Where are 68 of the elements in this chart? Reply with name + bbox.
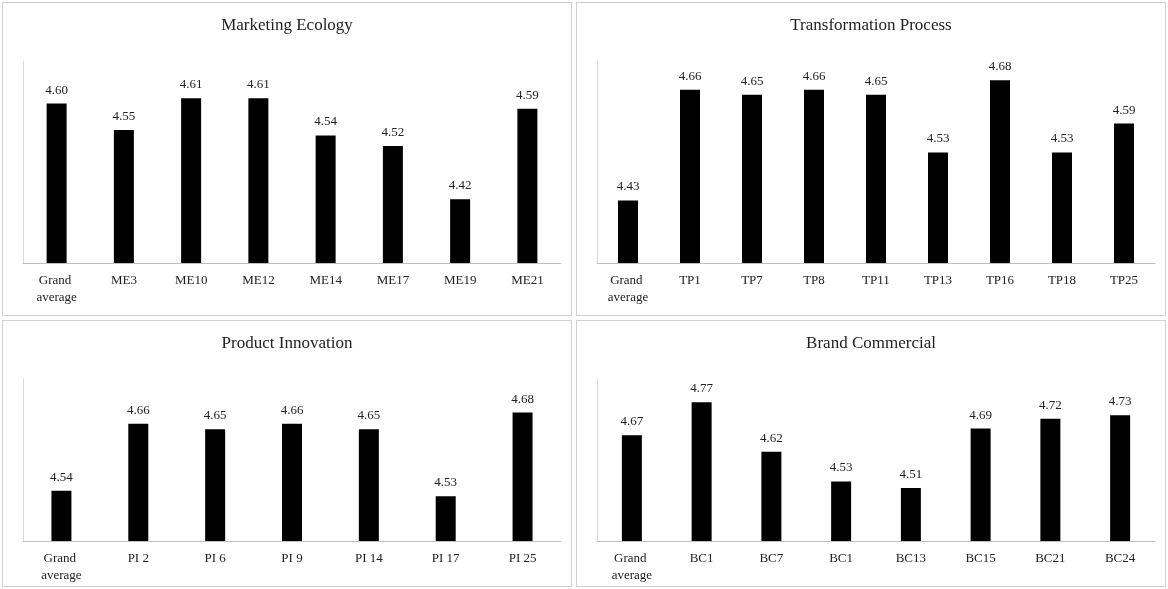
x-tick-label: ME14	[309, 272, 343, 287]
x-tick-label: BC1	[689, 550, 714, 565]
data-label: 4.68	[988, 58, 1012, 74]
data-label: 4.73	[1108, 393, 1132, 409]
data-label: 4.53	[829, 459, 853, 475]
x-tick-label: Grand average	[41, 550, 82, 582]
data-label: 4.66	[802, 67, 826, 83]
data-label: 4.53	[434, 474, 458, 490]
data-label: 4.68	[511, 390, 534, 406]
data-label: 4.66	[280, 401, 304, 417]
x-tick-label: BC7	[759, 550, 784, 565]
x-tick-label: BC15	[965, 550, 996, 565]
data-label: 4.51	[899, 466, 923, 482]
data-label: 4.62	[760, 429, 783, 445]
x-tick-label: BC24	[1104, 550, 1136, 565]
x-tick-label: TP18	[1047, 272, 1077, 287]
x-tick-label: PI 9	[281, 550, 303, 565]
x-tick-label: Grand average	[611, 550, 653, 582]
data-label: 4.66	[126, 401, 151, 417]
x-tick-label: PI 14	[354, 550, 384, 565]
chart-title: Transformation Process	[790, 15, 952, 34]
chart-title: Brand Commercial	[806, 333, 937, 352]
x-tick-label: TP25	[1109, 272, 1139, 287]
data-label: 4.59	[1112, 101, 1136, 117]
data-label: 4.61	[247, 76, 270, 92]
x-tick-label: TP8	[803, 272, 825, 287]
x-tick-label: Grand average	[36, 272, 78, 304]
x-tick-label: PI 25	[508, 550, 537, 565]
x-tick-label: Grand average	[607, 272, 649, 304]
data-label: 4.52	[381, 124, 405, 140]
x-tick-label: BC1	[829, 550, 854, 565]
x-tick-label: TP16	[985, 272, 1015, 287]
x-tick-label: TP13	[923, 272, 953, 287]
data-label: 4.42	[448, 177, 472, 193]
data-label: 4.65	[357, 407, 381, 423]
data-label: 4.55	[112, 108, 136, 124]
data-label: 4.65	[740, 72, 764, 88]
data-label: 4.66	[678, 67, 702, 83]
x-tick-label: ME17	[376, 272, 410, 287]
data-label: 4.77	[690, 380, 714, 396]
x-tick-label: PI 17	[431, 550, 461, 565]
x-tick-label: ME12	[242, 272, 275, 287]
x-tick-label: ME3	[110, 272, 137, 287]
x-tick-label: BC13	[895, 550, 927, 565]
data-label: 4.53	[926, 130, 950, 146]
x-tick-label: BC21	[1035, 550, 1066, 565]
data-label: 4.43	[616, 178, 640, 194]
data-label: 4.72	[1039, 396, 1062, 412]
x-tick-label: ME19	[443, 272, 477, 287]
data-label: 4.54	[50, 468, 74, 484]
data-label: 4.67	[620, 413, 644, 429]
x-tick-label: PI 6	[204, 550, 227, 565]
x-tick-label: TP11	[862, 272, 890, 287]
x-tick-label: ME21	[511, 272, 544, 287]
data-label: 4.59	[516, 86, 539, 102]
data-label: 4.54	[314, 113, 338, 129]
x-tick-label: PI 2	[127, 550, 149, 565]
chart-title: Marketing Ecology	[221, 15, 354, 34]
data-label: 4.69	[969, 406, 992, 422]
chart-title: Product Innovation	[221, 333, 353, 352]
data-label: 4.65	[203, 407, 227, 423]
x-tick-label: TP1	[679, 272, 701, 287]
x-tick-label: TP7	[741, 272, 764, 287]
data-label: 4.53	[1050, 130, 1074, 146]
x-tick-label: ME10	[174, 272, 208, 287]
data-label: 4.65	[864, 72, 888, 88]
data-label: 4.60	[45, 81, 68, 97]
data-label: 4.61	[179, 76, 203, 92]
